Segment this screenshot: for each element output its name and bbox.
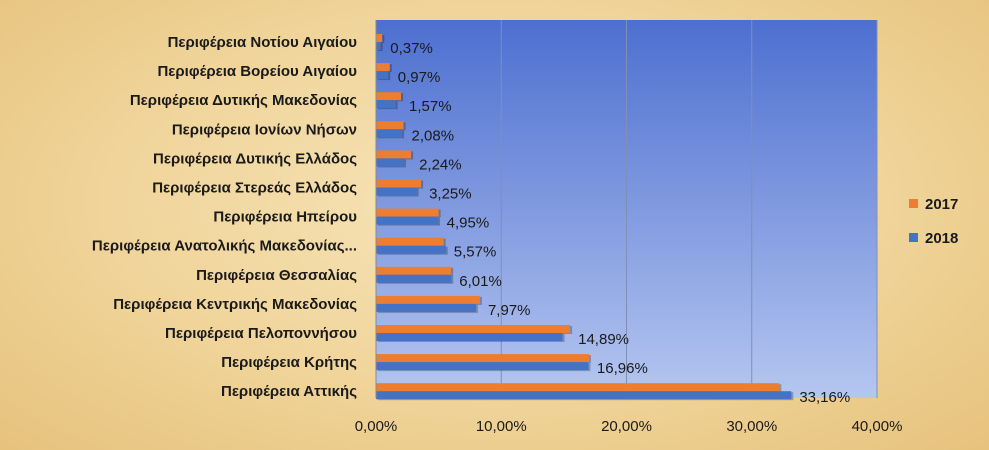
bars — [376, 34, 794, 401]
data-label: 7,97% — [488, 302, 531, 319]
bar-2018 — [376, 187, 417, 196]
data-label: 0,97% — [398, 69, 441, 86]
bar-2018 — [376, 158, 405, 167]
x-tick-label: 30,00% — [726, 418, 777, 435]
data-label: 4,95% — [447, 215, 490, 232]
category-label: Περιφέρεια Νοτίου Αιγαίου — [168, 34, 358, 51]
bar-2018 — [376, 129, 403, 138]
category-label: Περιφέρεια Ιονίων Νήσων — [172, 121, 357, 138]
data-label: 6,01% — [459, 273, 502, 290]
category-label: Περιφέρεια Στερεάς Ελλάδος — [152, 180, 357, 197]
category-label: Περιφέρεια Θεσσαλίας — [196, 267, 357, 284]
category-label: Περιφέρεια Βορείου Αιγαίου — [157, 63, 357, 80]
bar-2017 — [376, 295, 480, 304]
bar-2018 — [376, 333, 563, 341]
data-label: 2,24% — [419, 156, 462, 173]
legend: 2017 2018 — [909, 196, 958, 247]
data-labels: 0,37% 0,97% 1,57% 2,08% 2,24% 3,25% 4,95% 5,57%… — [390, 40, 850, 406]
bar-2018 — [376, 245, 446, 254]
x-tick-label: 20,00% — [601, 418, 652, 435]
category-label: Περιφέρεια Κρήτης — [221, 354, 357, 371]
category-labels: Περιφέρεια Νοτίου Αιγαίου Περιφέρεια Βορε… — [92, 34, 357, 400]
legend-label-2018: 2018 — [925, 230, 958, 247]
data-label: 1,57% — [409, 98, 452, 115]
category-label: Περιφέρεια Αττικής — [221, 383, 357, 400]
bar-2017 — [376, 354, 589, 363]
x-tick-label: 0,00% — [355, 418, 398, 435]
legend-swatch-2018 — [909, 233, 918, 242]
bar-2017 — [376, 63, 390, 72]
category-label: Περιφέρεια Κεντρικής Μακεδονίας — [113, 296, 357, 313]
bar-2018 — [376, 216, 438, 225]
bar-2017 — [376, 179, 422, 188]
bar-2018 — [376, 42, 381, 50]
bar-2017 — [376, 266, 452, 275]
bar-2017 — [376, 150, 412, 159]
bar-2018 — [376, 362, 589, 371]
bar-2017 — [376, 208, 439, 217]
category-label: Περιφέρεια Ηπείρου — [213, 209, 357, 226]
category-label: Περιφέρεια Δυτικής Ελλάδος — [153, 150, 357, 167]
bar-2018 — [376, 303, 476, 312]
bar-2017 — [376, 34, 383, 42]
data-label: 16,96% — [597, 360, 648, 377]
x-tick-label: 10,00% — [476, 418, 527, 435]
category-label: Περιφέρεια Δυτικής Μακεδονίας — [130, 92, 357, 109]
bar-2018 — [376, 71, 389, 80]
bar-2017 — [376, 237, 444, 246]
bar-2017 — [376, 325, 571, 333]
legend-swatch-2017 — [909, 199, 918, 208]
bar-2018 — [376, 100, 396, 109]
category-label: Περιφέρεια Ανατολικής Μακεδονίας... — [92, 238, 357, 255]
x-tick-label: 40,00% — [852, 418, 903, 435]
bar-2017 — [376, 383, 780, 392]
x-axis-ticks: 0,00% 10,00% 20,00% 30,00% 40,00% — [355, 418, 903, 435]
category-label: Περιφέρεια Πελοποννήσου — [165, 325, 357, 342]
bar-2018 — [376, 391, 792, 400]
data-label: 2,08% — [412, 127, 455, 144]
data-label: 3,25% — [429, 186, 472, 203]
data-label: 33,16% — [799, 389, 850, 406]
bar-2017 — [376, 92, 402, 101]
bar-2018 — [376, 274, 452, 283]
data-label: 5,57% — [454, 244, 497, 261]
legend-label-2017: 2017 — [925, 196, 958, 213]
bar-2017 — [376, 121, 404, 130]
data-label: 14,89% — [578, 331, 629, 348]
data-label: 0,37% — [390, 40, 433, 57]
